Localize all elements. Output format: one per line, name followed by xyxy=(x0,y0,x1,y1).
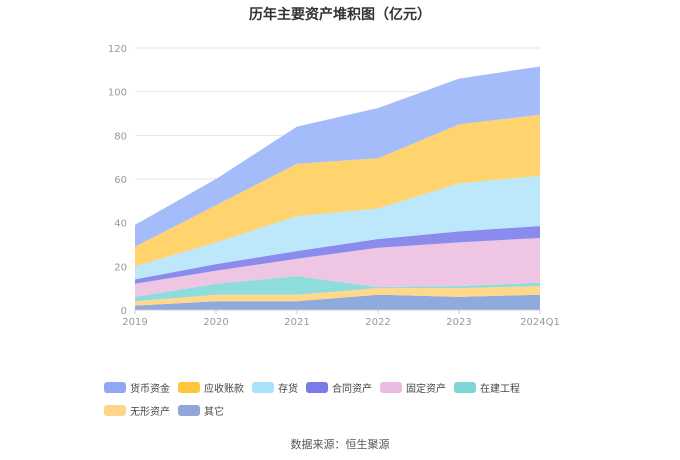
area-series-1[interactable] xyxy=(135,285,540,306)
x-tick-label: 2022 xyxy=(365,317,390,328)
legend-label: 合同资产 xyxy=(332,384,372,395)
legend-label: 存货 xyxy=(278,384,298,395)
legend-item[interactable]: 货币资金 xyxy=(104,381,170,395)
legend-swatch xyxy=(306,382,328,393)
x-tick-label: 2020 xyxy=(203,317,228,328)
y-tick-label: 100 xyxy=(108,88,127,99)
area-series-5[interactable] xyxy=(135,175,540,280)
y-tick-label: 20 xyxy=(114,262,127,273)
legend-label: 货币资金 xyxy=(130,384,170,395)
area-series-4[interactable] xyxy=(135,225,540,284)
x-tick-label: 2023 xyxy=(446,317,471,328)
legend-label: 在建工程 xyxy=(480,384,520,395)
legend-swatch xyxy=(104,404,126,416)
y-tick-label: 80 xyxy=(114,131,127,142)
y-tick-label: 40 xyxy=(114,219,127,230)
area-series-2[interactable] xyxy=(135,276,540,302)
legend-swatch xyxy=(252,382,274,393)
legend-label: 固定资产 xyxy=(406,384,446,395)
legend-swatch xyxy=(178,404,200,416)
y-tick-label: 120 xyxy=(108,44,127,55)
legend-label: 无形资产 xyxy=(130,406,170,418)
legend-swatch xyxy=(104,382,126,393)
x-tick-label: 2021 xyxy=(284,317,309,328)
area-series-7[interactable] xyxy=(135,66,540,247)
legend: 货币资金 应收账款 存货 合同资产 固定资产 在建工程无形资产 其它 xyxy=(104,378,584,423)
legend-item[interactable]: 合同资产 xyxy=(306,381,372,395)
legend-item[interactable]: 应收账款 xyxy=(178,381,244,395)
legend-label: 其它 xyxy=(204,406,224,418)
y-tick-label: 60 xyxy=(114,175,127,186)
axis-layer: 0 20 40 60 80 100 120 2019 2020 2021 2022 2023 2024Q… xyxy=(108,44,560,328)
source-note: 数据来源：恒生聚源 xyxy=(290,438,390,451)
y-tick-label: 0 xyxy=(121,306,127,317)
area-series-0[interactable] xyxy=(135,294,540,310)
area-series-6[interactable] xyxy=(135,114,540,267)
area-layer xyxy=(135,66,540,310)
chart-title: 历年主要资产堆积图（亿元） xyxy=(249,7,431,23)
legend-item[interactable]: 无形资产 xyxy=(104,403,170,418)
legend-label: 应收账款 xyxy=(204,384,244,395)
legend-swatch xyxy=(454,382,476,393)
legend-item[interactable]: 固定资产 xyxy=(380,381,446,395)
area-series-3[interactable] xyxy=(135,237,540,297)
legend-swatch xyxy=(178,382,200,393)
legend-item[interactable]: 在建工程 xyxy=(454,381,520,395)
stacked-area-chart: 0 20 40 60 80 100 120 2019 2020 2021 2022 2023 2024Q… xyxy=(108,44,560,328)
legend-swatch xyxy=(380,382,402,393)
legend-item[interactable]: 其它 xyxy=(178,403,224,418)
x-tick-label: 2019 xyxy=(122,317,147,328)
legend-item[interactable]: 存货 xyxy=(252,381,298,395)
x-tick-label: 2024Q1 xyxy=(520,317,560,328)
